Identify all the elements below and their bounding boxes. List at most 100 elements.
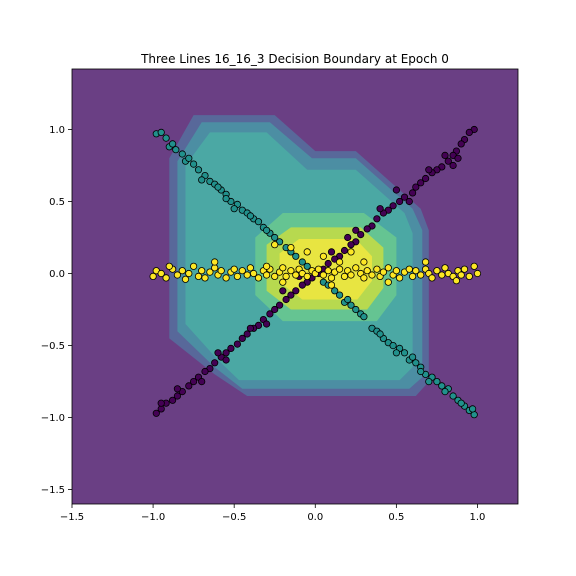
point-yellow-29 bbox=[271, 272, 279, 280]
point-purple-79 bbox=[222, 356, 230, 364]
point-yellow-53 bbox=[368, 271, 376, 279]
point-teal-67 bbox=[408, 353, 417, 361]
y-tick-label: −1.5 bbox=[41, 485, 65, 496]
point-purple-47 bbox=[222, 349, 230, 357]
point-yellow-57 bbox=[384, 264, 392, 272]
point-teal-4 bbox=[172, 146, 180, 154]
point-yellow-63 bbox=[408, 272, 417, 280]
point-yellow-48 bbox=[347, 271, 355, 279]
point-purple-25 bbox=[340, 246, 349, 255]
point-purple-39 bbox=[266, 310, 274, 318]
point-yellow-70 bbox=[438, 271, 446, 279]
point-purple-77 bbox=[392, 186, 400, 194]
point-purple-34 bbox=[292, 287, 300, 295]
point-yellow-71 bbox=[441, 264, 449, 272]
point-purple-72 bbox=[214, 349, 222, 357]
y-tick-label: −0.5 bbox=[41, 341, 65, 352]
point-yellow-85 bbox=[303, 248, 311, 256]
point-yellow-65 bbox=[417, 271, 425, 279]
point-yellow-51 bbox=[360, 274, 368, 282]
point-purple-76 bbox=[449, 161, 457, 170]
axes-frame bbox=[71, 68, 519, 505]
point-purple-19 bbox=[373, 215, 381, 223]
y-tick-label: 0.5 bbox=[49, 197, 65, 208]
point-yellow-78 bbox=[470, 262, 478, 270]
point-purple-69 bbox=[279, 287, 287, 295]
point-teal-32 bbox=[335, 291, 344, 299]
point-yellow-42 bbox=[324, 267, 332, 275]
point-yellow-25 bbox=[254, 274, 263, 282]
point-yellow-33 bbox=[287, 267, 295, 275]
point-purple-66 bbox=[352, 226, 360, 234]
point-purple-14 bbox=[400, 193, 409, 201]
point-teal-65 bbox=[376, 330, 384, 338]
point-yellow-13 bbox=[206, 268, 214, 276]
x-tick-label: 0.0 bbox=[307, 512, 323, 523]
point-teal-73 bbox=[222, 195, 230, 203]
point-yellow-49 bbox=[352, 264, 360, 272]
point-yellow-11 bbox=[198, 267, 206, 275]
point-yellow-76 bbox=[460, 265, 469, 273]
point-yellow-20 bbox=[233, 272, 241, 280]
point-teal-35 bbox=[352, 305, 360, 314]
point-teal-60 bbox=[230, 205, 238, 213]
point-teal-63 bbox=[344, 295, 352, 304]
point-yellow-88 bbox=[347, 248, 355, 256]
point-yellow-84 bbox=[287, 244, 295, 252]
point-yellow-94 bbox=[452, 277, 460, 285]
point-yellow-45 bbox=[335, 265, 344, 273]
point-yellow-52 bbox=[363, 267, 371, 275]
point-yellow-89 bbox=[279, 278, 287, 286]
x-tick-label: −0.5 bbox=[222, 512, 246, 523]
point-yellow-87 bbox=[335, 258, 344, 266]
point-yellow-86 bbox=[319, 252, 327, 260]
point-teal-58 bbox=[198, 176, 206, 184]
point-yellow-23 bbox=[246, 264, 254, 272]
point-yellow-6 bbox=[178, 267, 186, 275]
point-purple-71 bbox=[246, 324, 254, 332]
point-purple-6 bbox=[444, 157, 452, 165]
point-teal-7 bbox=[190, 160, 198, 168]
point-teal-45 bbox=[412, 359, 420, 367]
point-teal-27 bbox=[298, 258, 306, 266]
point-teal-70 bbox=[457, 399, 465, 407]
chart-title: Three Lines 16_16_3 Decision Boundary at… bbox=[140, 52, 449, 66]
point-teal-56 bbox=[470, 411, 478, 419]
point-purple-44 bbox=[238, 334, 246, 342]
point-purple-75 bbox=[157, 399, 165, 407]
point-yellow-56 bbox=[379, 268, 387, 276]
point-purple-12 bbox=[412, 183, 420, 191]
point-yellow-60 bbox=[395, 274, 404, 282]
point-purple-11 bbox=[417, 179, 425, 187]
point-purple-62 bbox=[441, 151, 449, 159]
point-teal-71 bbox=[468, 405, 477, 413]
point-purple-15 bbox=[395, 197, 404, 206]
point-purple-63 bbox=[425, 166, 433, 174]
point-yellow-75 bbox=[457, 271, 465, 279]
point-yellow-7 bbox=[181, 275, 190, 283]
scatter-points bbox=[149, 125, 482, 419]
point-teal-61 bbox=[246, 212, 254, 220]
point-purple-61 bbox=[454, 154, 462, 162]
point-teal-68 bbox=[425, 377, 433, 386]
point-yellow-93 bbox=[421, 258, 430, 266]
point-yellow-82 bbox=[262, 262, 271, 270]
point-teal-43 bbox=[400, 349, 409, 357]
point-yellow-80 bbox=[165, 262, 173, 270]
point-teal-28 bbox=[303, 262, 311, 270]
x-tick-label: 1.0 bbox=[470, 512, 486, 523]
point-purple-3 bbox=[457, 140, 465, 148]
point-teal-74 bbox=[417, 367, 425, 376]
point-teal-19 bbox=[254, 218, 263, 226]
point-yellow-12 bbox=[201, 274, 209, 282]
point-teal-8 bbox=[194, 166, 203, 174]
point-yellow-17 bbox=[222, 274, 230, 282]
point-purple-37 bbox=[275, 301, 284, 309]
x-axis: −1.5 −1.0 −0.5 0.0 0.5 1.0 bbox=[60, 504, 486, 523]
point-yellow-64 bbox=[412, 267, 420, 275]
point-teal-62 bbox=[262, 226, 271, 234]
point-yellow-43 bbox=[327, 274, 336, 282]
point-purple-33 bbox=[298, 281, 306, 289]
point-teal-31 bbox=[331, 287, 339, 295]
